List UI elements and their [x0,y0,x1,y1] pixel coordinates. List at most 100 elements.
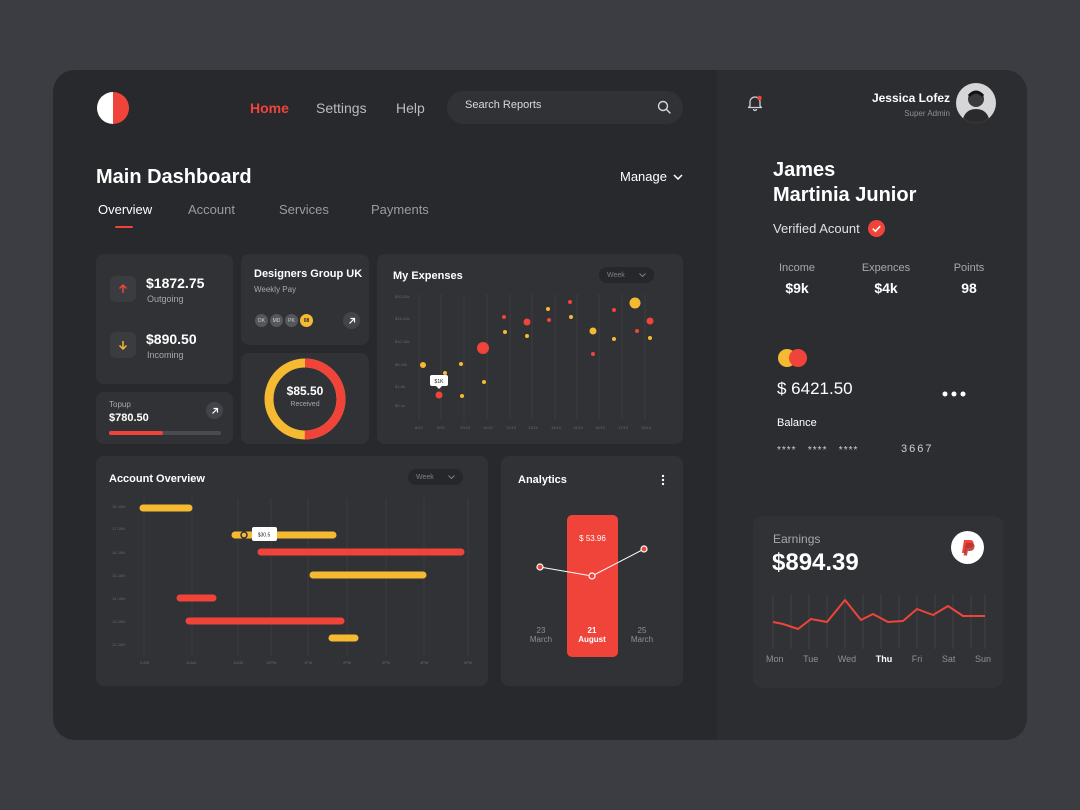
svg-text:16 JAN: 16 JAN [112,550,125,555]
account-overview-title: Account Overview [109,473,205,485]
analytics-highlight-bar[interactable] [567,515,618,657]
profile-last-name: Martinia Junior [773,184,917,206]
svg-text:9/10: 9/10 [437,425,446,430]
svg-text:14/10: 14/10 [551,425,562,430]
svg-text:11AM: 11AM [233,660,243,665]
topup-arrow-button[interactable] [206,402,223,419]
card-balance-label: Balance [777,417,817,429]
svg-text:8/10: 8/10 [415,425,424,430]
svg-text:2PM: 2PM [343,660,351,665]
topup-label: Topup [109,400,131,409]
earnings-label: Earnings [773,532,821,546]
svg-text:$5-10k: $5-10k [395,362,407,367]
outgoing-amount: $1872.75 [146,275,205,291]
tab-account[interactable]: Account [188,202,235,217]
avatar[interactable] [956,83,996,123]
more-vertical-icon[interactable] [661,474,665,486]
expenses-period-label: Week [607,271,625,279]
account-overview-card: Account Overview Week 18 JAN 17 JAN 16 JA… [96,456,488,686]
stat-income-value: $9k [785,280,809,296]
received-arc [264,358,346,440]
group-arrow-button[interactable] [343,312,360,329]
svg-text:17/10: 17/10 [618,425,629,430]
day-label-active[interactable]: Thu [875,654,893,664]
search-icon[interactable] [657,100,671,114]
day-label[interactable]: Fri [911,654,923,664]
day-label[interactable]: Mon [766,654,784,664]
analytics-day: 25 [637,626,647,635]
manage-dropdown[interactable]: Manage [620,169,683,184]
incoming-amount: $890.50 [146,331,197,347]
outgoing-label: Outgoing [147,294,184,304]
analytics-month: March [630,635,654,644]
svg-text:13/10: 13/10 [528,425,539,430]
member-avatar: MD [268,312,285,329]
svg-text:12/10: 12/10 [506,425,517,430]
analytics-date: 23 March [522,626,560,644]
nav-home[interactable]: Home [250,100,289,116]
paypal-icon [961,539,975,555]
stat-income-label: Income [778,262,816,274]
received-card: $85.50 Received [241,353,369,444]
active-tab-indicator [115,226,133,228]
day-label[interactable]: Wed [837,654,857,664]
day-label[interactable]: Sat [941,654,956,664]
nav-help[interactable]: Help [396,100,425,116]
paypal-button[interactable] [951,531,984,564]
topup-progress-fill [109,431,163,435]
card-number-mask: **** **** **** [777,445,859,456]
received-label: Received [290,401,320,408]
day-label[interactable]: Tue [803,654,819,664]
svg-text:10AM: 10AM [186,660,196,665]
profile-panel: Jessica Lofez Super Admin James Martinia… [717,70,1027,740]
expenses-title: My Expenses [393,270,463,282]
analytics-day: 23 [536,626,546,635]
profile-first-name: James [773,159,836,181]
stat-points-label: Points [953,262,985,274]
analytics-card: Analytics $ 53.96 23 March 21 August 25 … [501,456,683,686]
analytics-date-active: 21 August [573,626,611,644]
stat-points-value: 98 [961,280,977,296]
more-members-badge[interactable]: 08 [298,312,315,329]
analytics-month: August [578,635,606,644]
tab-payments[interactable]: Payments [371,202,429,217]
verified-check-icon [867,220,885,237]
expenses-period-dropdown[interactable]: Week [599,267,654,283]
bank-card[interactable]: $ 6421.50 Balance **** **** **** 3667 [755,330,1005,492]
verified-status: Verified Acount [773,220,885,237]
svg-text:$1-5k: $1-5k [395,384,405,389]
svg-text:17 JAN: 17 JAN [112,526,125,531]
analytics-title: Analytics [518,474,567,486]
analytics-highlight-value: $ 53.96 [579,534,606,543]
svg-text:15/10: 15/10 [573,425,584,430]
day-label[interactable]: Sun [974,654,991,664]
earnings-amount: $894.39 [772,549,859,576]
user-info[interactable]: Jessica Lofez Super Admin [872,91,950,118]
profile-name: James Martinia Junior [773,158,916,208]
nav-settings[interactable]: Settings [316,100,367,116]
svg-text:$20-25k: $20-25k [395,294,409,299]
arrow-up-right-icon [211,407,218,414]
account-tooltip: $30.5 [258,533,271,539]
more-horizontal-icon[interactable] [942,391,966,397]
analytics-date: 25 March [623,626,661,644]
user-name: Jessica Lofez [871,91,950,105]
account-period-dropdown[interactable]: Week [408,469,463,485]
svg-text:10/10: 10/10 [460,425,471,430]
svg-text:18 JAN: 18 JAN [112,504,125,509]
search-bar[interactable] [447,91,683,124]
brand-logo[interactable] [97,92,129,124]
group-title: Designers Group UK [254,268,363,280]
svg-text:$10-15k: $10-15k [395,339,409,344]
tab-services[interactable]: Services [279,202,329,217]
stat-expences-label: Expences [861,262,911,274]
chevron-down-icon [638,273,646,277]
chevron-down-icon [447,475,455,479]
received-donut [264,358,346,440]
bell-icon[interactable] [746,94,764,112]
svg-text:12PM: 12PM [266,660,276,665]
tab-overview[interactable]: Overview [98,202,153,217]
manage-label: Manage [620,169,667,184]
search-input[interactable] [465,99,645,111]
svg-text:14 JAN: 14 JAN [112,596,125,601]
